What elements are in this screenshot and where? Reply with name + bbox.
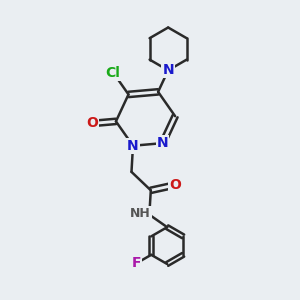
Text: O: O (86, 116, 98, 130)
Text: N: N (162, 63, 174, 77)
Text: NH: NH (130, 207, 151, 220)
Text: O: O (169, 178, 181, 192)
Text: F: F (131, 256, 141, 270)
Text: N: N (127, 139, 139, 153)
Text: N: N (157, 136, 168, 150)
Text: Cl: Cl (106, 65, 121, 80)
